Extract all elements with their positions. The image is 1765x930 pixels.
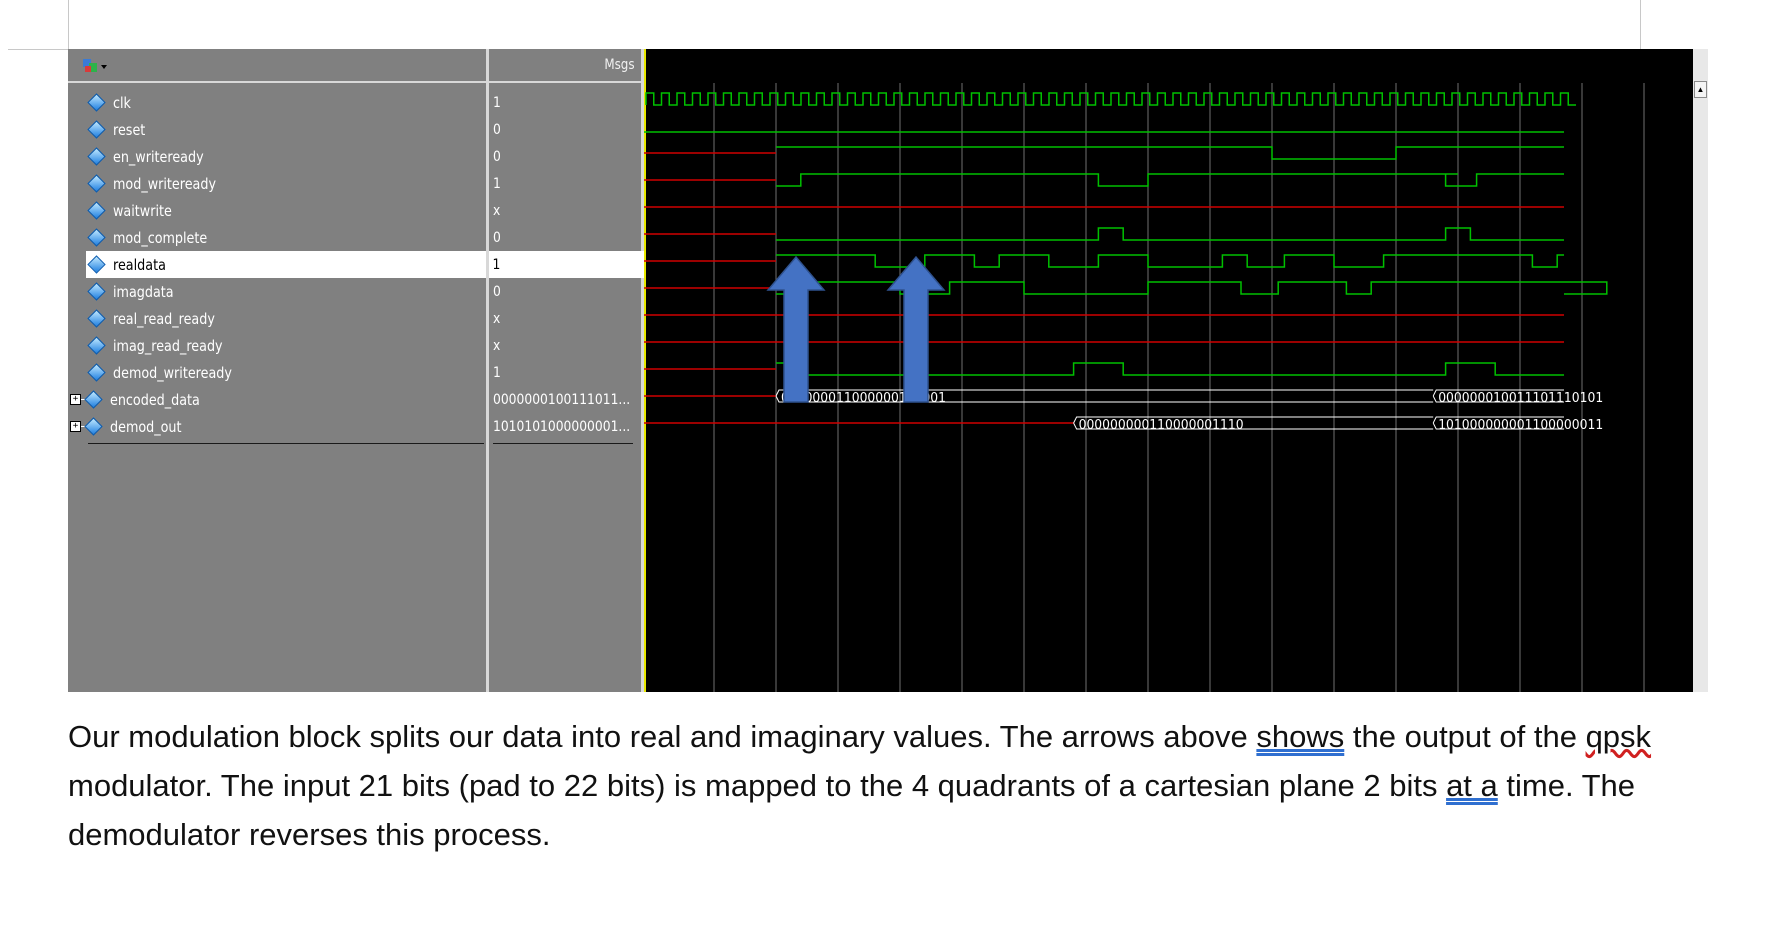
- signal-diamond-icon: [87, 363, 106, 382]
- signal-diamond-icon: [84, 390, 103, 409]
- caption-part-3: modulator. The input 21 bits (pad to 22 …: [68, 768, 1447, 803]
- signal-waveform: [776, 362, 1564, 376]
- page-frame-top-left: [8, 49, 69, 50]
- blue-up-arrow-icon: [886, 255, 946, 403]
- signal-row-waitwrite[interactable]: waitwrite: [86, 197, 486, 224]
- signal-value: x: [493, 202, 501, 219]
- signal-diamond-icon: [87, 93, 106, 112]
- signal-name: demod_writeready: [113, 363, 232, 382]
- signal-diamond-icon: [87, 120, 106, 139]
- signal-name: mod_complete: [113, 228, 208, 247]
- signal-value: 1: [493, 94, 501, 111]
- signal-row-imag-read-ready[interactable]: imag_read_ready: [86, 332, 486, 359]
- signal-value: 1: [493, 175, 501, 192]
- page-frame-left: [68, 0, 69, 50]
- signal-row-demod-writeready[interactable]: demod_writeready: [86, 359, 486, 386]
- encoded-2-bus-label: 000000010011101110101: [1438, 391, 1603, 406]
- signal-name: clk: [113, 93, 131, 112]
- signal-diamond-icon: [87, 228, 106, 247]
- msgs-header: Msgs: [489, 49, 641, 81]
- column-divider-2[interactable]: [641, 49, 644, 692]
- caption-shows: shows: [1256, 719, 1345, 754]
- signal-value: x: [493, 310, 501, 327]
- signal-row-realdata[interactable]: realdata: [86, 251, 486, 278]
- signal-value: 0: [493, 148, 501, 165]
- caption-at-a: at a: [1446, 768, 1498, 803]
- signal-diamond-icon: [87, 174, 106, 193]
- signal-diamond-icon: [87, 147, 106, 166]
- header-divider: [68, 81, 645, 83]
- wave-add-icon[interactable]: [80, 55, 110, 77]
- signal-value: 0: [493, 283, 501, 300]
- signal-name: realdata: [113, 255, 166, 274]
- tree-connector: [81, 399, 87, 400]
- caption-part-2: the output of the: [1344, 719, 1586, 754]
- demod-2-bus-outline: [1432, 416, 1564, 430]
- demod-1-bus-label: 000000000110000001110: [1079, 418, 1244, 433]
- signal-row-real-read-ready[interactable]: real_read_ready: [86, 305, 486, 332]
- signal-value: x: [493, 337, 501, 354]
- signal-value: 0: [493, 229, 501, 246]
- page-frame-right: [1640, 0, 1641, 50]
- msgs-label: Msgs: [604, 57, 635, 73]
- signal-value: 0000000100111011...: [493, 391, 631, 408]
- vertical-scrollbar[interactable]: ▲: [1693, 49, 1708, 692]
- signal-name: imagdata: [113, 282, 174, 301]
- encoded-1-bus-outline: [775, 389, 1434, 403]
- clk-waveform: [645, 92, 1576, 106]
- waveform-canvas[interactable]: 000000011000000111001 0000000100111011101…: [644, 49, 1693, 692]
- signal-diamond-icon: [87, 336, 106, 355]
- signal-value: 1: [489, 251, 645, 278]
- signal-diamond-icon: [87, 309, 106, 328]
- signal-name: waitwrite: [113, 201, 172, 220]
- signal-diamond-icon: [87, 282, 106, 301]
- caption-qpsk: qpsk: [1585, 719, 1652, 754]
- names-end-line: [88, 443, 484, 444]
- signal-row-clk[interactable]: clk: [86, 89, 486, 116]
- signal-name: mod_writeready: [113, 174, 217, 193]
- signal-row-demod-out[interactable]: + demod_out: [70, 413, 486, 440]
- values-panel: Msgs: [489, 49, 641, 692]
- expand-plus-icon[interactable]: +: [70, 421, 81, 432]
- signal-row-en-writeready[interactable]: en_writeready: [86, 143, 486, 170]
- caption-paragraph: Our modulation block splits our data int…: [68, 712, 1668, 859]
- signal-names-panel: [82, 82, 487, 692]
- signal-diamond-icon: [84, 417, 103, 436]
- signal-name: imag_read_ready: [113, 336, 223, 355]
- signal-value: 1: [493, 364, 501, 381]
- signal-name: real_read_ready: [113, 309, 215, 328]
- demod-1-bus-outline: [1073, 416, 1434, 430]
- scroll-up-arrow-icon[interactable]: ▲: [1694, 81, 1707, 98]
- signal-diamond-icon: [87, 201, 106, 220]
- tree-connector: [81, 426, 87, 427]
- signal-waveform: [776, 173, 1564, 187]
- signal-value: 1010101000000001...: [493, 418, 631, 435]
- caption-part-1: Our modulation block splits our data int…: [68, 719, 1257, 754]
- names-header: [82, 49, 487, 82]
- waveform-window: Msgs clk 1 reset 0 en_writeready 0 mod_writere…: [68, 49, 1708, 692]
- blue-up-arrow-icon: [766, 255, 826, 403]
- encoded-2-bus-outline: [1432, 389, 1564, 403]
- demod-2-bus-label: 101000000001100000011: [1438, 418, 1603, 433]
- signal-row-encoded-data[interactable]: + encoded_data: [70, 386, 486, 413]
- expand-plus-icon[interactable]: +: [70, 394, 81, 405]
- signal-name: encoded_data: [110, 390, 200, 409]
- signal-row-mod-writeready[interactable]: mod_writeready: [86, 170, 486, 197]
- caption-part-4: time. The demodulator reverses this proc…: [68, 768, 1636, 852]
- signal-name: reset: [113, 120, 146, 139]
- column-divider-1[interactable]: [486, 49, 489, 692]
- signal-name: demod_out: [110, 417, 182, 436]
- signal-row-mod-complete[interactable]: mod_complete: [86, 224, 486, 251]
- signal-row-reset[interactable]: reset: [86, 116, 486, 143]
- signal-waveform: [776, 146, 1564, 160]
- signal-waveform: [776, 227, 1564, 241]
- signal-diamond-icon: [87, 255, 106, 274]
- signal-waveform: [776, 254, 1564, 268]
- values-end-line: [493, 443, 633, 444]
- signal-row-imagdata[interactable]: imagdata: [86, 278, 486, 305]
- signal-name: en_writeready: [113, 147, 204, 166]
- signal-value: 0: [493, 121, 501, 138]
